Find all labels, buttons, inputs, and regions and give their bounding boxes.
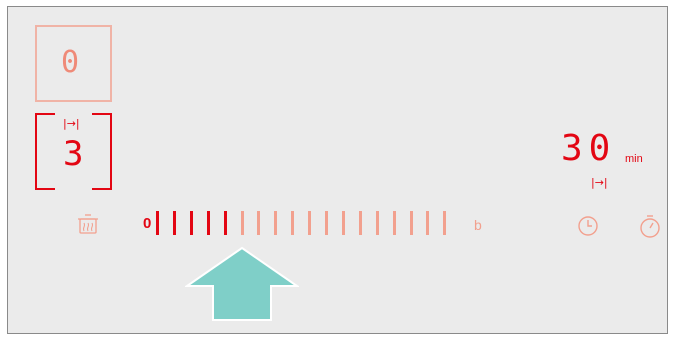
zone-bracket-top-right bbox=[92, 113, 112, 115]
slider-segment[interactable] bbox=[409, 211, 413, 235]
zone-bracket-top-left bbox=[35, 113, 55, 115]
slider-segment[interactable] bbox=[325, 211, 328, 235]
timer-symbol: |→| bbox=[591, 176, 608, 189]
slider-segment[interactable] bbox=[291, 211, 295, 235]
cooktop-control-panel: 0 |→| 3 30 min |→| 0 b bbox=[7, 6, 668, 334]
slider-segment[interactable] bbox=[358, 211, 362, 235]
stopwatch-icon[interactable] bbox=[638, 213, 662, 239]
slider-segment[interactable] bbox=[308, 211, 312, 235]
zone-display-bottom[interactable]: |→| 3 bbox=[35, 113, 112, 190]
slider-segment[interactable] bbox=[426, 211, 430, 235]
zone-bracket-bottom-left bbox=[35, 188, 55, 190]
up-arrow-icon bbox=[185, 246, 299, 321]
slider-segment[interactable] bbox=[392, 211, 396, 235]
slider-segment[interactable] bbox=[223, 211, 227, 235]
zone-bottom-level: 3 bbox=[63, 134, 84, 174]
slider-segment[interactable] bbox=[341, 211, 345, 235]
slider-segment[interactable] bbox=[206, 211, 210, 235]
slider-segment[interactable] bbox=[257, 211, 261, 235]
zone-display-top[interactable]: 0 bbox=[35, 25, 112, 102]
zone-top-level: 0 bbox=[61, 45, 80, 80]
slider-segment[interactable] bbox=[274, 211, 278, 235]
timer-unit: min bbox=[625, 153, 643, 165]
slider-end-label: b bbox=[474, 217, 482, 233]
timer-digits: 30 bbox=[561, 128, 617, 169]
slider-segment[interactable] bbox=[172, 211, 176, 235]
clock-icon[interactable] bbox=[577, 215, 599, 237]
slider-segment[interactable] bbox=[443, 211, 447, 235]
slider-segment[interactable] bbox=[189, 211, 193, 235]
slider-segment[interactable] bbox=[240, 211, 244, 235]
slider-segment[interactable] bbox=[375, 211, 379, 235]
slider-segment[interactable] bbox=[156, 211, 159, 235]
slider-start-label: 0 bbox=[143, 215, 152, 232]
zone-timer-symbol: |→| bbox=[63, 117, 80, 130]
keep-warm-icon[interactable] bbox=[78, 211, 98, 235]
zone-bracket-bottom-right bbox=[92, 188, 112, 190]
